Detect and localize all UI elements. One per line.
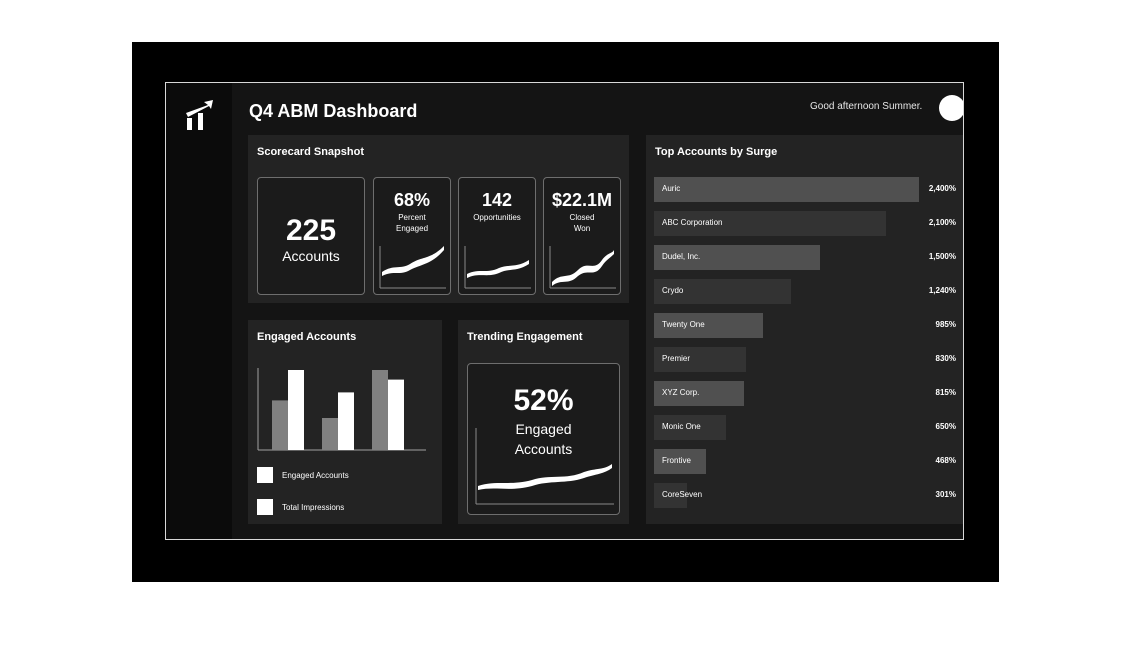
- closed-won-value: $22.1M: [551, 190, 613, 210]
- engaged-bar-impressions-1[interactable]: [288, 370, 304, 450]
- surge-bar: [654, 483, 688, 508]
- sidebar: [166, 83, 232, 539]
- surge-value-label: 1,240%: [928, 286, 956, 295]
- surge-account-label: CoreSeven: [662, 490, 703, 499]
- closed-won-sparkline: [549, 246, 616, 289]
- surge-row[interactable]: ABC Corporation 2,100%: [654, 211, 956, 236]
- surge-row[interactable]: Twenty One 985%: [654, 313, 956, 338]
- closed-won-label-1: Closed: [569, 213, 595, 222]
- legend-total-impressions: Total Impressions: [257, 499, 344, 515]
- top-accounts-title: Top Accounts by Surge: [655, 146, 778, 158]
- trending-label-2: Accounts: [514, 441, 573, 457]
- surge-bar: [654, 177, 919, 202]
- growth-logo-icon[interactable]: [184, 99, 214, 131]
- engaged-bar-impressions-2[interactable]: [338, 392, 354, 450]
- surge-account-label: Twenty One: [662, 320, 705, 329]
- legend-engaged-accounts: Engaged Accounts: [257, 467, 349, 483]
- accounts-value: 225: [285, 214, 337, 247]
- surge-value-label: 2,100%: [928, 218, 956, 227]
- engaged-bar-engaged-2[interactable]: [322, 418, 338, 450]
- surge-bar: [654, 313, 763, 338]
- surge-value-label: 650%: [935, 422, 956, 431]
- surge-account-label: XYZ Corp.: [662, 388, 700, 397]
- surge-row[interactable]: Auric 2,400%: [654, 177, 956, 202]
- closed-won-card[interactable]: $22.1M Closed Won: [543, 177, 621, 295]
- opportunities-sparkline: [464, 246, 531, 289]
- surge-account-label: Premier: [662, 354, 691, 363]
- surge-bar: [654, 381, 744, 406]
- surge-row[interactable]: Crydo 1,240%: [654, 279, 956, 304]
- percent-engaged-value: 68%: [393, 190, 431, 210]
- surge-bar: [654, 449, 706, 474]
- accounts-card[interactable]: 225 Accounts: [257, 177, 365, 295]
- surge-account-label: ABC Corporation: [662, 218, 723, 227]
- legend-swatch-impressions: [257, 499, 273, 515]
- surge-value-label: 830%: [935, 354, 956, 363]
- surge-row[interactable]: Dudel, Inc. 1,500%: [654, 245, 956, 270]
- surge-account-label: Crydo: [662, 286, 684, 295]
- surge-row[interactable]: CoreSeven 301%: [654, 483, 956, 508]
- percent-engaged-card[interactable]: 68% Percent Engaged: [373, 177, 451, 295]
- trending-sparkline: [475, 428, 614, 505]
- trending-engagement-panel: Trending Engagement 52% Engaged Accounts: [458, 320, 629, 524]
- surge-value-label: 1,500%: [928, 252, 956, 261]
- surge-value-label: 985%: [935, 320, 956, 329]
- page-title: Q4 ABM Dashboard: [249, 101, 418, 121]
- trending-value: 52%: [513, 384, 574, 417]
- percent-engaged-sparkline: [379, 246, 446, 289]
- surge-value-label: 815%: [935, 388, 956, 397]
- trending-label-1: Engaged: [515, 421, 572, 437]
- surge-bar: [654, 415, 726, 440]
- scorecard-title: Scorecard Snapshot: [257, 146, 364, 158]
- surge-value-label: 301%: [935, 490, 956, 499]
- surge-account-label: Frontive: [662, 456, 691, 465]
- closed-won-label-2: Won: [573, 224, 591, 233]
- engaged-accounts-title: Engaged Accounts: [257, 331, 357, 343]
- legend-label-impressions: Total Impressions: [282, 502, 345, 512]
- engaged-bar-engaged-3[interactable]: [372, 370, 388, 450]
- dashboard-app: Q4 ABM Dashboard Good afternoon Summer. …: [165, 82, 964, 540]
- opportunities-card[interactable]: 142 Opportunities: [458, 177, 536, 295]
- legend-swatch-engaged: [257, 467, 273, 483]
- engaged-accounts-bar-chart: [257, 368, 426, 451]
- surge-value-label: 2,400%: [928, 184, 956, 193]
- surge-account-label: Monic One: [662, 422, 701, 431]
- surge-value-label: 468%: [935, 456, 956, 465]
- surge-row[interactable]: Frontive 468%: [654, 449, 956, 474]
- percent-engaged-label-1: Percent: [398, 213, 426, 222]
- surge-row[interactable]: XYZ Corp. 815%: [654, 381, 956, 406]
- scorecard-panel: Scorecard Snapshot 225 Accounts 68% Perc…: [248, 135, 629, 303]
- surge-row[interactable]: Monic One 650%: [654, 415, 956, 440]
- top-accounts-panel: Top Accounts by Surge Auric 2,400% ABC Cor…: [646, 135, 963, 524]
- surge-account-label: Dudel, Inc.: [662, 252, 701, 261]
- percent-engaged-label-2: Engaged: [395, 224, 429, 233]
- accounts-label: Accounts: [282, 248, 340, 264]
- surge-bar: [654, 347, 746, 372]
- user-avatar[interactable]: [939, 95, 963, 121]
- legend-label-engaged: Engaged Accounts: [282, 470, 349, 480]
- trending-engagement-card[interactable]: 52% Engaged Accounts: [467, 363, 620, 515]
- surge-bar: [654, 279, 791, 304]
- greeting-text: Good afternoon Summer.: [810, 101, 923, 112]
- opportunities-label: Opportunities: [473, 213, 521, 222]
- surge-bar: [654, 211, 886, 236]
- surge-bar: [654, 245, 820, 270]
- engaged-accounts-panel: Engaged Accounts Engaged Accounts Total …: [248, 320, 442, 524]
- engaged-bar-impressions-3[interactable]: [388, 379, 404, 450]
- engaged-bar-engaged-1[interactable]: [272, 400, 288, 450]
- trending-engagement-title: Trending Engagement: [467, 331, 583, 343]
- opportunities-value: 142: [481, 190, 513, 210]
- surge-row[interactable]: Premier 830%: [654, 347, 956, 372]
- surge-account-label: Auric: [662, 184, 681, 193]
